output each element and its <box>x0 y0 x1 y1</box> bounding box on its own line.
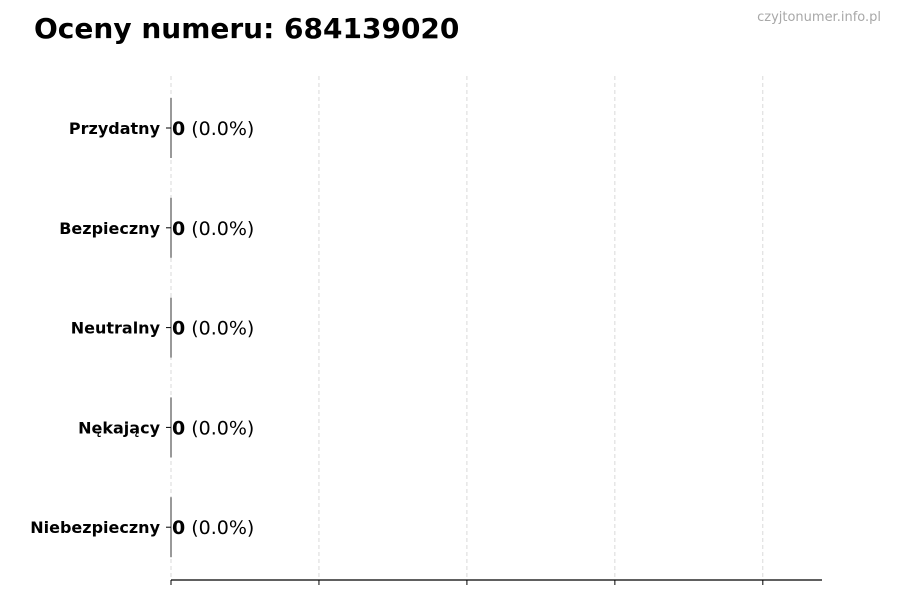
y-tick-label: Neutralny <box>71 319 161 338</box>
data-label-percent: (0.0%) <box>191 218 254 240</box>
y-tick-label: Bezpieczny <box>59 219 160 238</box>
data-label-count: 0 <box>172 417 185 439</box>
data-label: 0 (0.0%) <box>172 318 254 340</box>
data-label: 0 (0.0%) <box>172 417 254 439</box>
watermark: czyjtonumer.info.pl <box>757 10 881 25</box>
data-label-count: 0 <box>172 318 185 340</box>
data-label-percent: (0.0%) <box>191 517 254 539</box>
data-label-count: 0 <box>172 118 185 140</box>
y-tick-label: Przydatny <box>69 119 161 138</box>
data-label: 0 (0.0%) <box>172 118 254 140</box>
data-label-percent: (0.0%) <box>191 118 254 140</box>
data-label-percent: (0.0%) <box>191 417 254 439</box>
data-label: 0 (0.0%) <box>172 517 254 539</box>
data-label-percent: (0.0%) <box>191 318 254 340</box>
data-label: 0 (0.0%) <box>172 218 254 240</box>
data-label-count: 0 <box>172 218 185 240</box>
y-tick-label: Niebezpieczny <box>30 518 160 537</box>
data-label-count: 0 <box>172 517 185 539</box>
y-tick-label: Nękający <box>78 418 160 437</box>
chart-title: Oceny numeru: 684139020 <box>34 12 460 45</box>
